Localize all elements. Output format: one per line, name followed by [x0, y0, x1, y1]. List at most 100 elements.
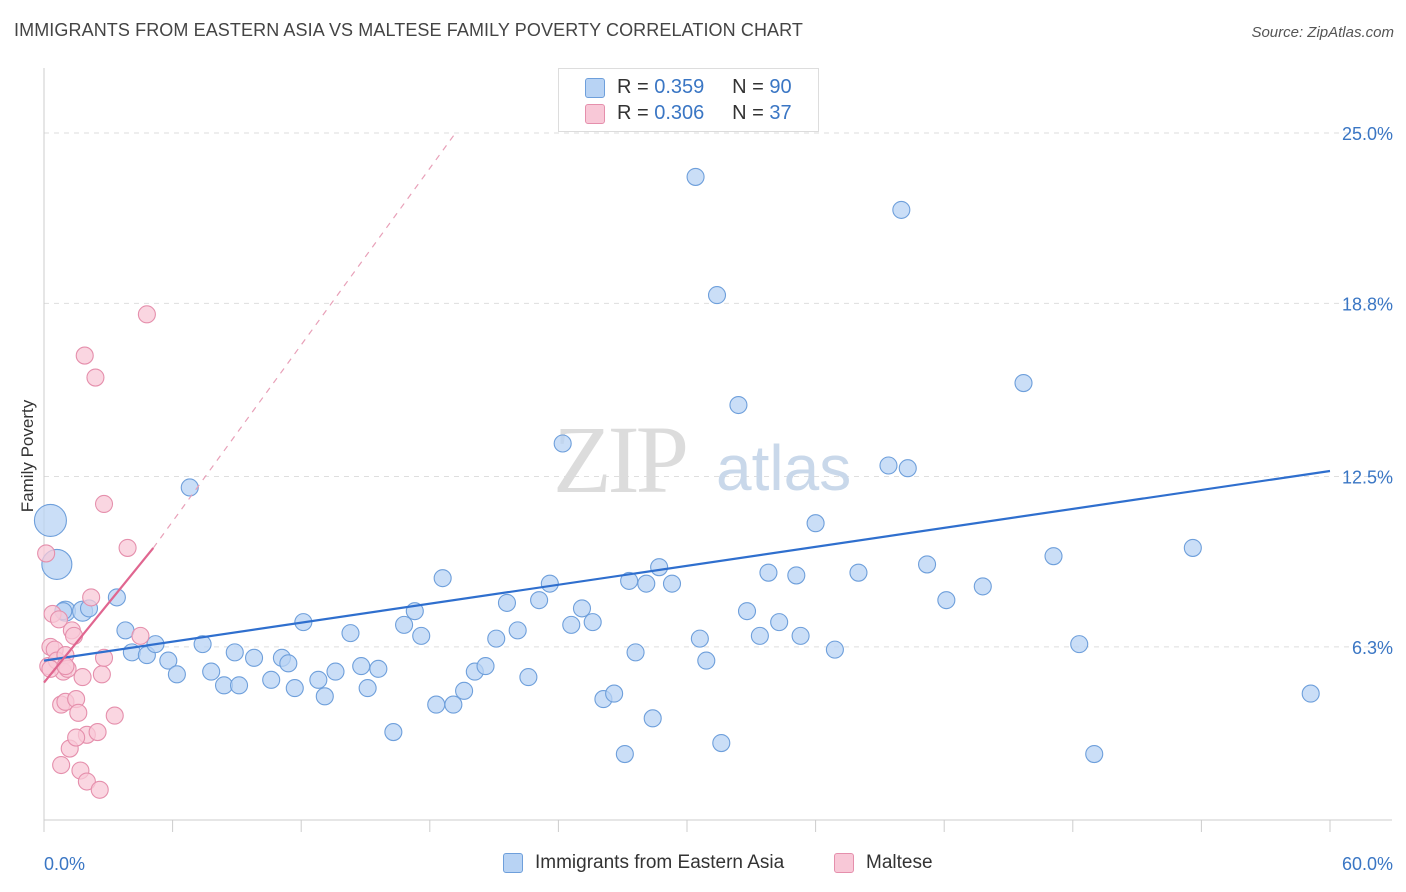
point-eastern-asia [1183, 538, 1202, 557]
point-eastern-asia [33, 503, 67, 538]
point-eastern-asia [412, 626, 431, 645]
point-maltese [77, 772, 96, 791]
legend-stats: R = 0.359 N = 90 R = 0.306 N = 37 [558, 68, 819, 132]
point-eastern-asia [285, 679, 304, 698]
point-eastern-asia [262, 670, 281, 689]
point-eastern-asia [193, 635, 212, 654]
point-eastern-asia [229, 676, 249, 695]
point-eastern-asia [787, 566, 806, 585]
point-eastern-asia [309, 670, 328, 689]
axis-layer [43, 68, 1392, 832]
watermark: ZIP atlas [553, 406, 851, 513]
point-eastern-asia [444, 695, 463, 714]
source-label: Source: ZipAtlas.com [1251, 24, 1394, 41]
point-eastern-asia [476, 657, 495, 676]
point-eastern-asia [358, 679, 377, 698]
point-maltese [73, 668, 92, 687]
point-eastern-asia [572, 599, 592, 618]
point-eastern-asia [973, 577, 992, 596]
point-eastern-asia [167, 665, 186, 684]
point-maltese [86, 368, 105, 387]
point-maltese [75, 346, 94, 365]
point-eastern-asia [825, 640, 844, 659]
point-eastern-asia [759, 563, 778, 582]
point-eastern-asia [662, 574, 682, 593]
point-maltese [37, 544, 56, 563]
point-eastern-asia [1085, 744, 1104, 764]
point-eastern-asia [562, 615, 581, 634]
point-eastern-asia [892, 200, 911, 219]
point-eastern-asia [352, 657, 371, 676]
point-maltese [118, 538, 137, 557]
point-eastern-asia [519, 668, 538, 687]
grid-layer [44, 132, 1392, 648]
point-eastern-asia [1044, 547, 1063, 566]
watermark-atlas: atlas [716, 432, 851, 504]
trend-layer [43, 132, 1331, 684]
point-eastern-asia [806, 514, 825, 533]
point-eastern-asia [202, 662, 221, 681]
legend-swatch-pink [585, 104, 605, 124]
point-maltese [64, 626, 84, 645]
legend-n-label: N = [732, 76, 764, 98]
points-layer [33, 167, 1320, 799]
point-eastern-asia [620, 571, 639, 590]
legend-r-label: R = [617, 102, 649, 124]
chart-title: IMMIGRANTS FROM EASTERN ASIA VS MALTESE … [14, 20, 804, 40]
y-tick-label: 12.5% [1342, 467, 1393, 487]
point-eastern-asia [729, 395, 748, 415]
point-eastern-asia [244, 648, 264, 667]
point-eastern-asia [615, 744, 634, 764]
y-tick-label: 18.8% [1342, 294, 1393, 314]
point-eastern-asia [737, 602, 757, 621]
trend-line-maltese-extended [152, 132, 457, 549]
point-eastern-asia [937, 591, 956, 610]
point-eastern-asia [530, 591, 549, 610]
point-eastern-asia [626, 643, 645, 662]
point-eastern-asia [707, 286, 727, 305]
trend-line-maltese [43, 547, 155, 684]
legend-r-label: R = [617, 76, 649, 98]
x-tick-label-start: 0.0% [44, 854, 85, 874]
x-tick-label-end: 60.0% [1342, 854, 1393, 874]
point-eastern-asia [605, 684, 624, 703]
point-maltese [88, 723, 107, 742]
point-eastern-asia [497, 593, 517, 612]
point-eastern-asia [326, 662, 345, 681]
point-maltese [67, 728, 86, 747]
point-maltese [90, 780, 109, 799]
trend-line-eastern-asia [43, 469, 1331, 662]
point-eastern-asia [1301, 684, 1320, 703]
y-tick-label: 25.0% [1342, 124, 1393, 144]
point-eastern-asia [849, 563, 868, 582]
legend-n-value: 90 [769, 76, 792, 98]
point-eastern-asia [879, 456, 898, 475]
legend-swatch-pink [834, 853, 854, 873]
legend-n-value: 37 [769, 102, 792, 124]
legend-swatch-blue [503, 853, 523, 873]
point-eastern-asia [770, 613, 789, 632]
point-eastern-asia [107, 588, 126, 607]
point-eastern-asia [369, 659, 388, 678]
point-eastern-asia [384, 723, 403, 742]
legend-n-label: N = [732, 102, 764, 124]
point-eastern-asia [918, 555, 937, 574]
legend-r-value: 0.359 [654, 76, 705, 98]
watermark-zip: ZIP [553, 406, 686, 513]
point-maltese [137, 305, 156, 324]
legend-label-maltese: Maltese [866, 852, 933, 873]
tick-label-layer: 6.3% 12.5% 18.8% 25.0% 0.0% 60.0% [44, 124, 1393, 874]
legend-series: Immigrants from Eastern Asia Maltese [0, 852, 1406, 878]
point-maltese [69, 703, 88, 722]
point-eastern-asia [455, 681, 474, 700]
point-eastern-asia [1070, 635, 1089, 654]
point-eastern-asia [508, 621, 527, 640]
point-eastern-asia [433, 569, 452, 588]
point-eastern-asia [690, 629, 709, 648]
point-maltese [52, 755, 71, 775]
point-maltese [94, 648, 114, 667]
point-eastern-asia [1014, 373, 1033, 393]
point-eastern-asia [650, 558, 669, 577]
legend-r-value: 0.306 [654, 102, 705, 124]
